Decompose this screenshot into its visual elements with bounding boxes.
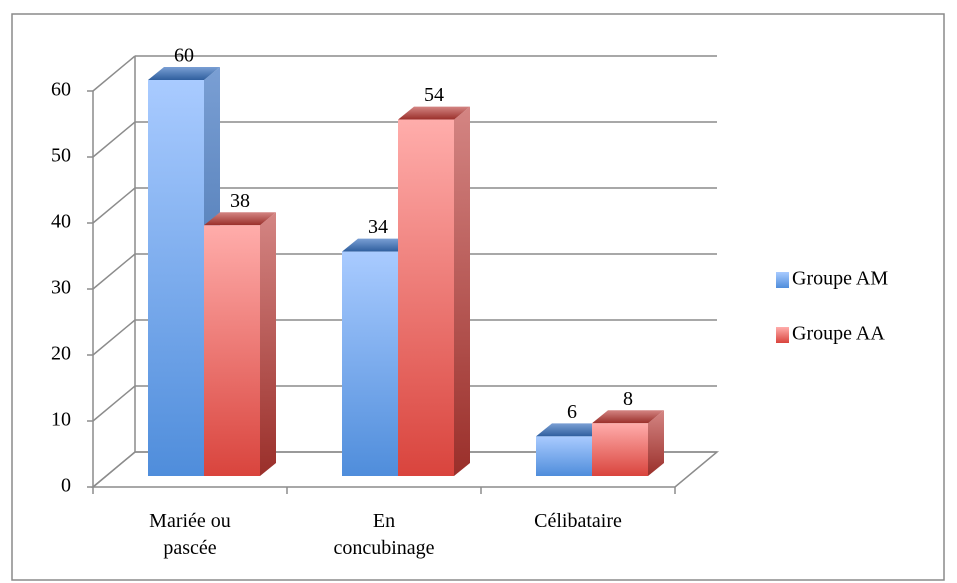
x-tick-label: Mariée ou pascée xyxy=(149,510,231,559)
bar-side xyxy=(260,212,276,476)
y-tick-label: 30 xyxy=(51,277,71,299)
grid-diagonal xyxy=(92,187,136,224)
bar-top xyxy=(204,212,276,226)
bar-top xyxy=(148,67,220,80)
bar-front xyxy=(398,119,454,476)
bar-top xyxy=(342,238,414,252)
grid-diagonal xyxy=(92,385,136,422)
bar-front xyxy=(204,225,260,476)
data-label: 60 xyxy=(174,45,194,67)
grid-diagonal xyxy=(92,121,136,158)
bar xyxy=(204,212,276,476)
grid-diagonal xyxy=(92,451,136,488)
legend-label: Groupe AM xyxy=(792,268,888,290)
legend-swatch xyxy=(776,327,789,343)
data-label: 6 xyxy=(567,401,577,423)
y-tick-label: 10 xyxy=(51,409,71,431)
y-tick-label: 20 xyxy=(51,343,71,365)
bar-top xyxy=(398,106,470,120)
bar-front xyxy=(148,80,204,476)
bar xyxy=(398,106,470,476)
bar-top xyxy=(536,423,608,437)
data-label: 38 xyxy=(230,190,250,212)
x-tick-label: En concubinage xyxy=(333,510,435,559)
bar xyxy=(592,410,664,476)
data-label: 8 xyxy=(623,388,633,410)
y-tick-label: 0 xyxy=(61,475,71,497)
bar-front xyxy=(342,251,398,476)
grid-diagonal xyxy=(92,319,136,356)
x-tick-label: Célibataire xyxy=(534,510,622,532)
bar-side xyxy=(454,106,470,476)
legend-label: Groupe AA xyxy=(792,323,885,345)
y-tick-label: 40 xyxy=(51,211,71,233)
legend-swatch xyxy=(776,272,789,288)
grid-diagonal xyxy=(92,253,136,290)
y-tick-label: 60 xyxy=(51,79,71,101)
bar-side xyxy=(648,410,664,476)
bar-front xyxy=(536,436,592,476)
bar-top xyxy=(592,410,664,424)
data-label: 54 xyxy=(424,84,444,106)
y-tick-label: 50 xyxy=(51,145,71,167)
bar-front xyxy=(592,423,648,476)
data-label: 34 xyxy=(368,216,388,238)
frame-border xyxy=(11,13,945,581)
grid-diagonal xyxy=(92,55,136,92)
